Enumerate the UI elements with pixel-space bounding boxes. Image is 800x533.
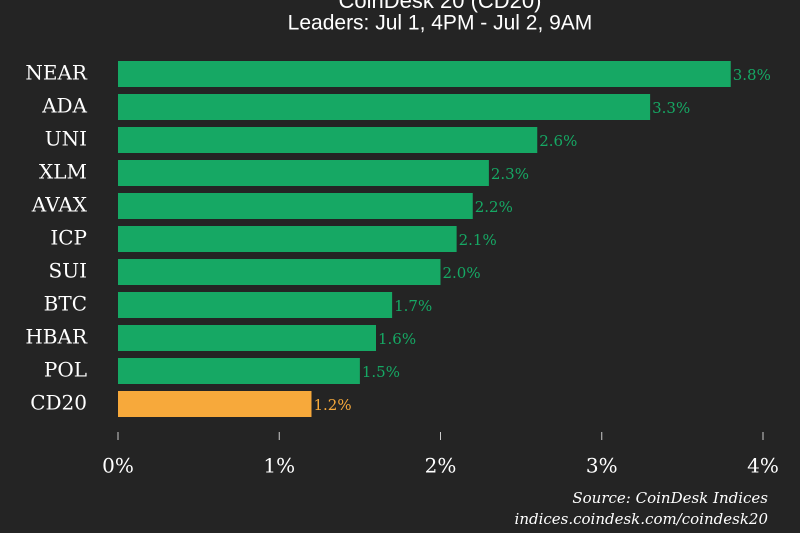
y-tick-label: ICP — [50, 226, 87, 250]
source-url: indices.coindesk.com/coindesk20 — [515, 510, 769, 528]
value-label: 3.8% — [733, 66, 771, 84]
y-tick-label: POL — [44, 358, 87, 382]
bar — [118, 391, 312, 417]
bar — [118, 325, 376, 351]
chart-title: CoinDesk 20 (CD20) — [339, 0, 542, 13]
value-label: 2.2% — [475, 198, 513, 216]
y-tick-label: AVAX — [31, 193, 88, 217]
bar — [118, 226, 457, 252]
y-tick-label: CD20 — [30, 391, 87, 415]
bar — [118, 193, 473, 219]
y-tick-label: SUI — [49, 259, 87, 283]
value-label: 1.2% — [314, 396, 352, 414]
y-tick-label: HBAR — [25, 325, 88, 349]
y-tick-label: NEAR — [25, 61, 88, 85]
source-note: Source: CoinDesk Indices — [572, 489, 768, 507]
bar — [118, 259, 441, 285]
value-label: 2.3% — [491, 165, 529, 183]
bar — [118, 94, 651, 120]
bar — [118, 160, 489, 186]
y-tick-label: XLM — [39, 160, 87, 184]
y-tick-label: BTC — [44, 292, 87, 316]
x-tick-label: 0% — [102, 454, 134, 478]
y-tick-label: ADA — [41, 94, 87, 118]
value-label: 2.1% — [459, 231, 497, 249]
value-label: 3.3% — [652, 99, 690, 117]
value-label: 1.6% — [378, 330, 416, 348]
y-tick-label: UNI — [45, 127, 87, 151]
x-tick-label: 2% — [425, 454, 457, 478]
value-label: 2.6% — [539, 132, 577, 150]
bar — [118, 61, 731, 87]
bar — [118, 358, 360, 384]
bar — [118, 292, 393, 318]
value-label: 1.7% — [394, 297, 432, 315]
x-tick-label: 3% — [586, 454, 618, 478]
x-tick-label: 4% — [747, 454, 779, 478]
bar — [118, 127, 538, 153]
value-label: 2.0% — [443, 264, 481, 282]
x-tick-label: 1% — [263, 454, 295, 478]
value-label: 1.5% — [362, 363, 400, 381]
chart-subtitle: Leaders: Jul 1, 4PM - Jul 2, 9AM — [288, 12, 593, 35]
